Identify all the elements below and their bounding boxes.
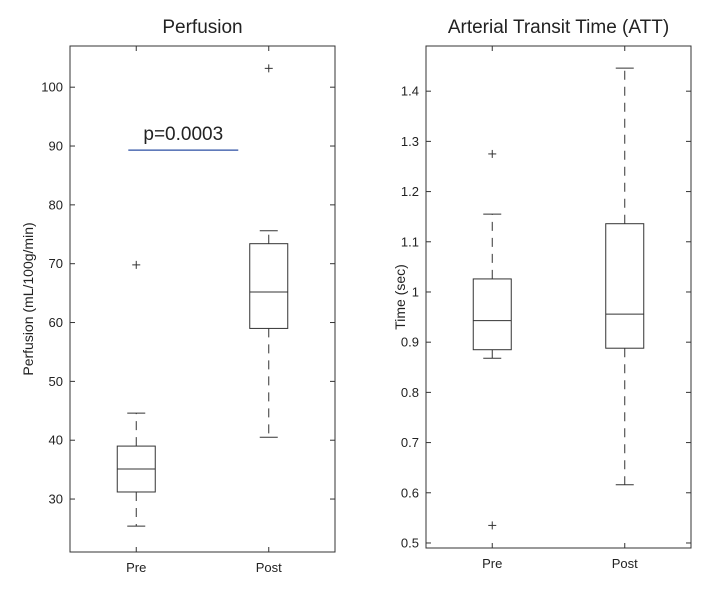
y-tick-label: 0.6 [401, 485, 419, 500]
chart-title: Arterial Transit Time (ATT) [448, 17, 669, 38]
y-tick-label: 80 [49, 197, 63, 212]
y-tick-label: 70 [49, 256, 63, 271]
y-axis-label: Perfusion (mL/100g/min) [20, 222, 36, 375]
y-tick-label: 0.5 [401, 535, 419, 550]
outlier-point [488, 149, 497, 158]
outlier-point [488, 521, 497, 530]
y-tick-label: 0.9 [401, 335, 419, 350]
outlier-point [132, 260, 141, 269]
y-tick-label: 1 [412, 284, 419, 299]
x-tick-label: Post [256, 560, 282, 575]
box-pre [472, 149, 512, 530]
box-iqr [249, 243, 289, 329]
y-tick-label: 50 [49, 374, 63, 389]
box-post [605, 67, 645, 486]
box-post [249, 64, 289, 438]
y-axis-label: Time (sec) [392, 264, 408, 330]
x-tick-label: Pre [482, 556, 502, 571]
y-tick-label: 1.1 [401, 234, 419, 249]
y-tick-label: 90 [49, 139, 63, 154]
p-value-annotation: p=0.0003 [143, 124, 223, 145]
y-tick-label: 0.7 [401, 435, 419, 450]
plot-frame [425, 45, 692, 549]
box-pre [116, 260, 156, 527]
y-tick-label: 100 [41, 80, 63, 95]
y-tick-label: 40 [49, 433, 63, 448]
plot-frame [69, 45, 336, 553]
chart-panel-1: Perfusion Perfusion (mL/100g/min) 30 40 50 60… [20, 17, 336, 575]
box-iqr [472, 278, 512, 351]
chart-panel-2: Arterial Transit Time (ATT) Time (sec) 0.5… [392, 17, 692, 571]
chart-title: Perfusion [162, 17, 242, 38]
y-tick-label: 60 [49, 315, 63, 330]
y-tick-label: 1.3 [401, 134, 419, 149]
outlier-point [264, 64, 273, 73]
box-iqr [605, 223, 645, 349]
x-tick-label: Post [612, 556, 638, 571]
x-tick-label: Pre [126, 560, 146, 575]
y-tick-label: 30 [49, 492, 63, 507]
y-tick-label: 1.4 [401, 84, 419, 99]
y-tick-label: 0.8 [401, 385, 419, 400]
y-tick-label: 1.2 [401, 184, 419, 199]
